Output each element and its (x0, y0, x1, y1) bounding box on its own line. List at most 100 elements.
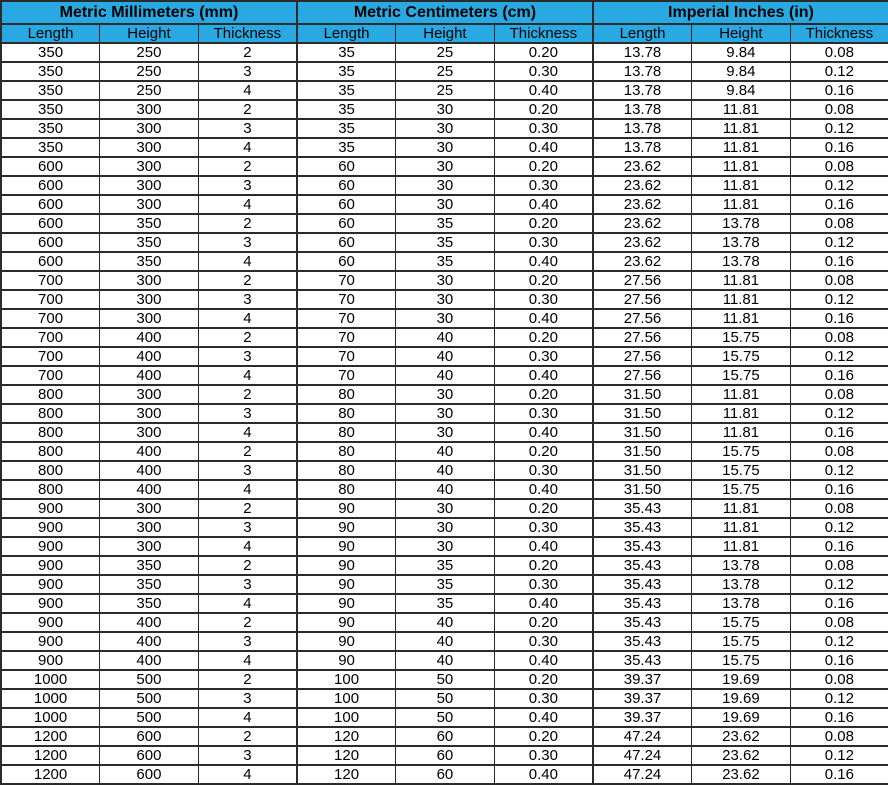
table-cell: 0.16 (789, 194, 888, 215)
table-cell: 900 (0, 555, 101, 576)
table-cell: 70 (295, 289, 397, 310)
table-row: 800 400 4 80 40 0.40 31.50 15.75 0.16 (0, 479, 888, 500)
table-row: 600 350 3 60 35 0.30 23.62 13.78 0.12 (0, 232, 888, 253)
table-cell: 40 (395, 346, 495, 367)
table-cell: 35.43 (591, 593, 693, 614)
table-cell: 4 (197, 707, 298, 728)
table-cell: 0.20 (493, 669, 594, 690)
table-cell: 40 (395, 631, 495, 652)
table-cell: 0.20 (493, 270, 594, 291)
table-cell: 0.40 (493, 764, 594, 785)
table-cell: 0.40 (493, 479, 594, 500)
table-cell: 350 (99, 213, 199, 234)
table-cell: 19.69 (691, 669, 791, 690)
column-header-mm-height: Height (99, 23, 199, 44)
table-cell: 800 (0, 479, 101, 500)
table-cell: 400 (99, 650, 199, 671)
table-cell: 300 (99, 99, 199, 120)
table-cell: 31.50 (591, 422, 693, 443)
table-cell: 39.37 (591, 688, 693, 709)
table-cell: 300 (99, 137, 199, 158)
column-header-mm-length: Length (0, 23, 101, 44)
table-cell: 0.20 (493, 612, 594, 633)
table-cell: 23.62 (591, 213, 693, 234)
table-cell: 30 (395, 422, 495, 443)
table-cell: 300 (99, 194, 199, 215)
table-cell: 23.62 (691, 764, 791, 785)
table-cell: 2 (197, 327, 298, 348)
table-cell: 0.30 (493, 403, 594, 424)
table-cell: 3 (197, 61, 298, 82)
table-cell: 2 (197, 555, 298, 576)
table-cell: 4 (197, 479, 298, 500)
table-cell: 3 (197, 118, 298, 139)
table-cell: 15.75 (691, 346, 791, 367)
table-cell: 70 (295, 346, 397, 367)
table-cell: 600 (0, 175, 101, 196)
table-row: 1000 500 3 100 50 0.30 39.37 19.69 0.12 (0, 688, 888, 709)
table-cell: 0.08 (789, 726, 888, 747)
table-cell: 350 (0, 80, 101, 101)
table-cell: 0.12 (789, 175, 888, 196)
table-cell: 700 (0, 365, 101, 386)
table-cell: 9.84 (691, 42, 791, 63)
table-body: 350 250 2 35 25 0.20 13.78 9.84 0.08 350 250 3 35 25 0… (0, 42, 888, 785)
table-cell: 250 (99, 61, 199, 82)
table-cell: 90 (295, 517, 397, 538)
table-cell: 13.78 (591, 80, 693, 101)
table-cell: 300 (99, 289, 199, 310)
table-cell: 0.16 (789, 422, 888, 443)
table-cell: 70 (295, 270, 397, 291)
table-cell: 0.16 (789, 80, 888, 101)
table-cell: 11.81 (691, 422, 791, 443)
table-cell: 31.50 (591, 479, 693, 500)
table-cell: 400 (99, 327, 199, 348)
table-cell: 35 (395, 213, 495, 234)
table-row: 700 400 4 70 40 0.40 27.56 15.75 0.16 (0, 365, 888, 386)
table-cell: 500 (99, 669, 199, 690)
table-cell: 35.43 (591, 650, 693, 671)
table-cell: 40 (395, 365, 495, 386)
table-row: 600 300 4 60 30 0.40 23.62 11.81 0.16 (0, 194, 888, 215)
table-cell: 0.12 (789, 232, 888, 253)
table-cell: 300 (99, 403, 199, 424)
table-cell: 30 (395, 384, 495, 405)
table-cell: 350 (99, 555, 199, 576)
table-cell: 27.56 (591, 308, 693, 329)
table-cell: 3 (197, 403, 298, 424)
table-cell: 30 (395, 137, 495, 158)
table-cell: 90 (295, 555, 397, 576)
table-cell: 0.20 (493, 555, 594, 576)
table-cell: 13.78 (591, 42, 693, 63)
table-cell: 120 (295, 764, 397, 785)
table-row: 600 300 3 60 30 0.30 23.62 11.81 0.12 (0, 175, 888, 196)
table-cell: 0.08 (789, 555, 888, 576)
table-cell: 31.50 (591, 403, 693, 424)
table-cell: 11.81 (691, 384, 791, 405)
table-cell: 19.69 (691, 707, 791, 728)
table-cell: 70 (295, 365, 397, 386)
table-cell: 0.20 (493, 99, 594, 120)
table-cell: 35 (295, 61, 397, 82)
table-cell: 4 (197, 308, 298, 329)
table-cell: 0.20 (493, 498, 594, 519)
table-cell: 30 (395, 175, 495, 196)
table-cell: 0.16 (789, 365, 888, 386)
table-cell: 2 (197, 99, 298, 120)
group-header-cm: Metric Centimeters (cm) (295, 0, 594, 25)
table-cell: 80 (295, 460, 397, 481)
table-cell: 350 (0, 61, 101, 82)
table-cell: 1000 (0, 707, 101, 728)
table-cell: 40 (395, 612, 495, 633)
table-cell: 700 (0, 308, 101, 329)
table-cell: 350 (99, 574, 199, 595)
table-cell: 900 (0, 593, 101, 614)
table-cell: 800 (0, 460, 101, 481)
table-cell: 60 (295, 232, 397, 253)
table-cell: 13.78 (591, 61, 693, 82)
table-cell: 35 (295, 137, 397, 158)
column-header-row: Length Height Thickness Length Height Th… (0, 23, 888, 44)
table-cell: 700 (0, 346, 101, 367)
table-cell: 70 (295, 327, 397, 348)
table-cell: 11.81 (691, 498, 791, 519)
